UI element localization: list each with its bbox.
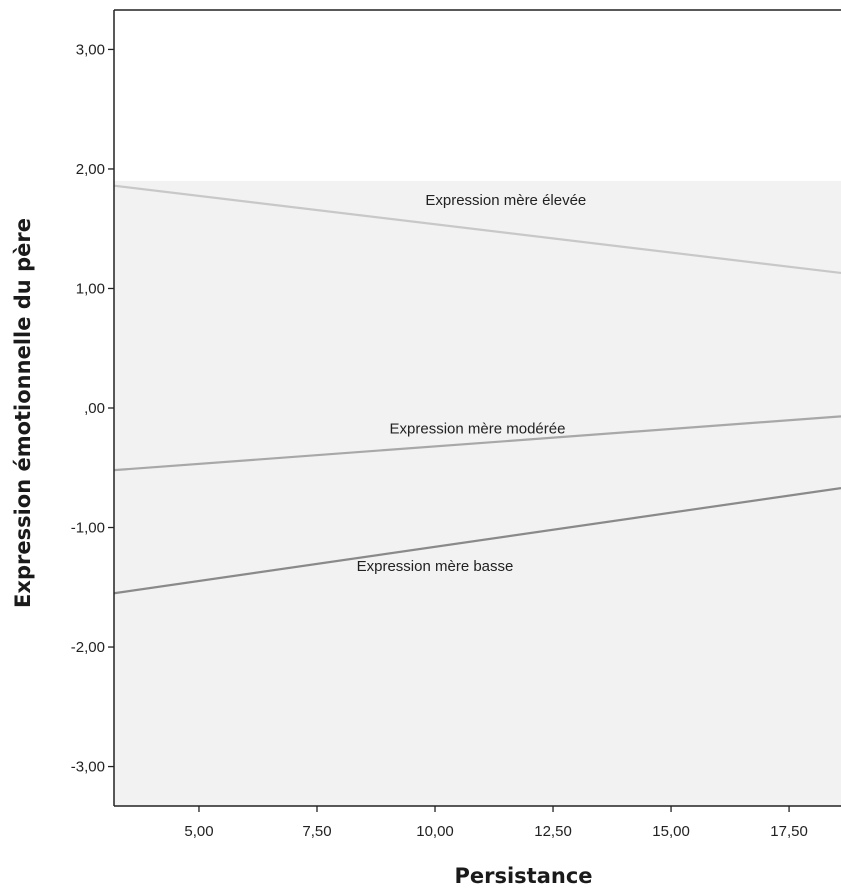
series-label: Expression mère modérée [390,420,566,437]
series-label: Expression mère élevée [425,192,586,209]
y-tick-label: 2,00 [76,161,105,178]
y-tick-label: -1,00 [71,520,105,537]
series-line [113,486,841,595]
y-tick-label: 1,00 [76,280,105,297]
x-tick-label: 17,50 [770,823,808,840]
y-tick-label: -3,00 [71,759,105,776]
y-tick-label: 3,00 [76,41,105,58]
x-tick-label: 5,00 [184,823,213,840]
y-axis-ticks: 3,00 2,00 1,00 ,00 -1,00 -2,00 -3,00 [71,41,114,776]
series-label: Expression mère basse [357,558,514,575]
series-line [113,184,841,275]
y-tick-label: ,00 [84,400,105,417]
series-line [113,415,841,472]
plot-background-upper [114,10,841,181]
y-axis-title: Expression émotionnelle du père [11,218,35,608]
y-tick-label: -2,00 [71,639,105,656]
plot-background [114,180,841,807]
x-tick-label: 15,00 [652,823,690,840]
x-axis-ticks: 5,00 7,50 10,00 12,50 15,00 17,50 [184,806,808,840]
x-tick-label: 12,50 [534,823,572,840]
x-tick-label: 7,50 [302,823,331,840]
series-labels: Expression mère élevée Expression mère mo… [357,192,587,575]
x-axis-title: Persistance [454,864,592,888]
series-layer [113,184,841,595]
x-tick-label: 10,00 [416,823,454,840]
